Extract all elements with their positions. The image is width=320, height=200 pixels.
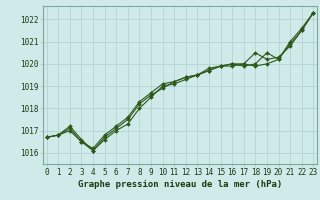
X-axis label: Graphe pression niveau de la mer (hPa): Graphe pression niveau de la mer (hPa)	[78, 180, 282, 189]
